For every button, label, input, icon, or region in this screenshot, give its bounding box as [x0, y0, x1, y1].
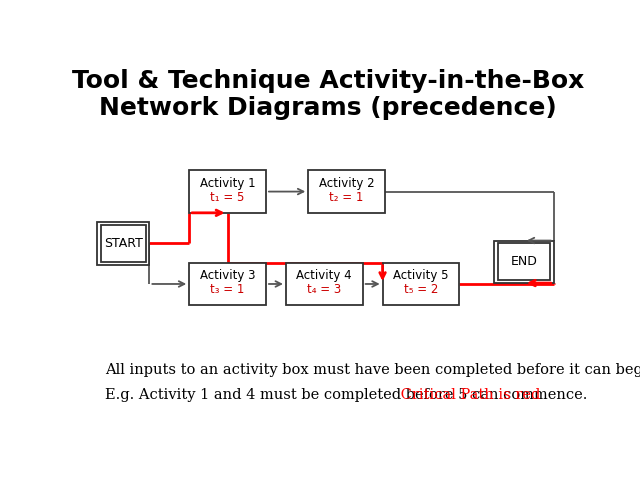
Text: t₅ = 2: t₅ = 2: [404, 283, 438, 296]
Text: Activity 3: Activity 3: [200, 269, 255, 282]
Bar: [383, 263, 460, 305]
Text: E.g. Activity 1 and 4 must be completed before 5 can commence.: E.g. Activity 1 and 4 must be completed …: [105, 388, 587, 402]
Bar: [498, 243, 550, 280]
Bar: [308, 170, 385, 213]
Text: t₁ = 5: t₁ = 5: [211, 191, 244, 204]
Bar: [189, 170, 266, 213]
Text: END: END: [511, 255, 538, 268]
Text: Critical Path is red: Critical Path is red: [396, 388, 541, 402]
Bar: [101, 225, 146, 262]
Text: Activity 5: Activity 5: [393, 269, 449, 282]
Text: Activity 2: Activity 2: [319, 177, 374, 190]
Bar: [97, 222, 150, 264]
Text: Activity 1: Activity 1: [200, 177, 255, 190]
Text: Tool & Technique Activity-in-the-Box
Network Diagrams (precedence): Tool & Technique Activity-in-the-Box Net…: [72, 69, 584, 120]
Text: Activity 4: Activity 4: [296, 269, 352, 282]
Text: All inputs to an activity box must have been completed before it can begin.: All inputs to an activity box must have …: [105, 362, 640, 376]
Text: START: START: [104, 237, 143, 250]
Text: t₃ = 1: t₃ = 1: [211, 283, 244, 296]
Text: t₂ = 1: t₂ = 1: [330, 191, 364, 204]
Bar: [189, 263, 266, 305]
Bar: [494, 240, 554, 283]
Bar: [286, 263, 363, 305]
Text: t₄ = 3: t₄ = 3: [307, 283, 341, 296]
